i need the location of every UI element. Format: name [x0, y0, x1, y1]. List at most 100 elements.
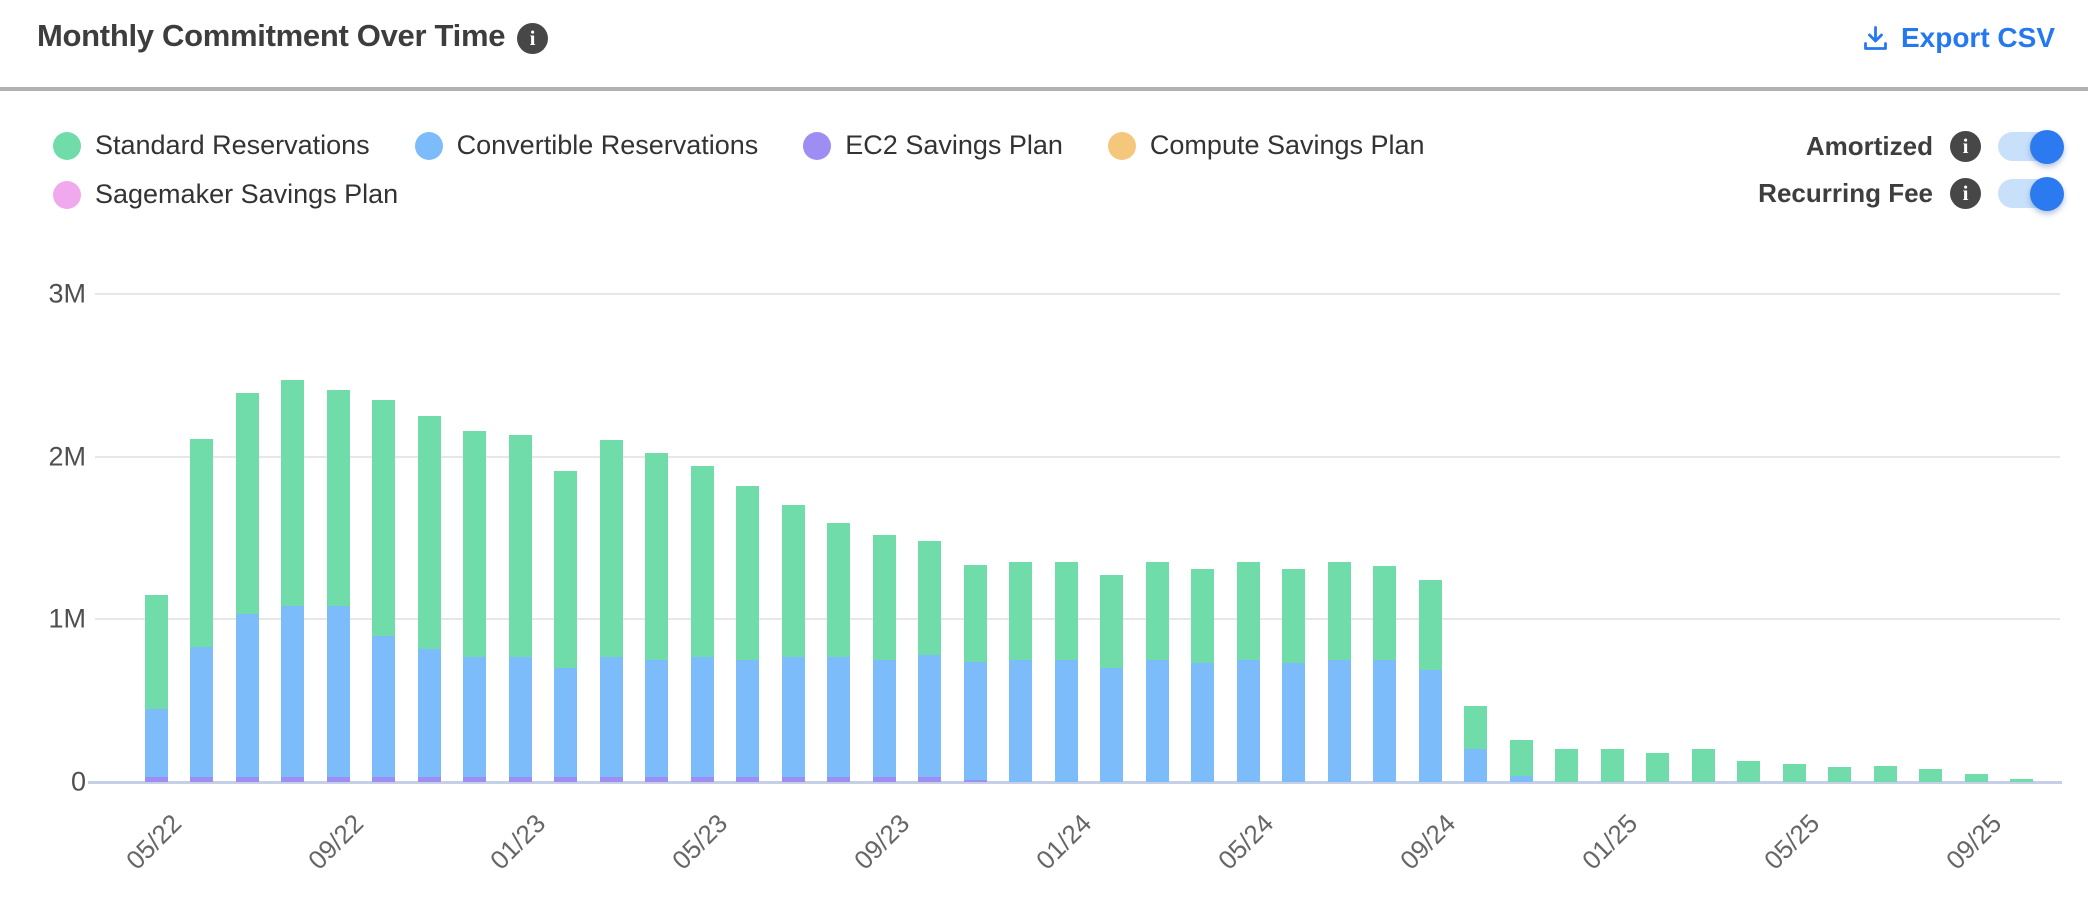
bar-segment[interactable] — [235, 777, 259, 782]
bar-segment[interactable] — [190, 777, 213, 782]
bar-segment[interactable] — [1464, 705, 1487, 750]
bar-segment[interactable] — [1145, 562, 1169, 660]
bar-segment[interactable] — [1509, 775, 1533, 782]
bar-segment[interactable] — [554, 777, 577, 782]
bar-segment[interactable] — [599, 777, 623, 782]
bar-segment[interactable] — [963, 779, 987, 782]
bar-segment[interactable] — [417, 777, 441, 782]
bar-segment[interactable] — [781, 656, 805, 778]
bar-segment[interactable] — [1418, 669, 1442, 782]
bar-segment[interactable] — [326, 777, 350, 782]
bar-segment[interactable] — [872, 777, 896, 782]
info-icon[interactable]: i — [1950, 178, 1981, 209]
bar-segment[interactable] — [1646, 752, 1669, 782]
bar-segment[interactable] — [1418, 580, 1442, 670]
bar-segment[interactable] — [144, 594, 168, 709]
bar-segment[interactable] — [827, 777, 850, 782]
bar-segment[interactable] — [417, 415, 441, 649]
bar-segment[interactable] — [554, 471, 577, 669]
legend-item[interactable]: EC2 Savings Plan — [803, 130, 1063, 161]
export-csv-button[interactable]: Export CSV — [1860, 22, 2055, 54]
bar-segment[interactable] — [736, 659, 759, 778]
bar-segment[interactable] — [918, 777, 941, 782]
bar-segment[interactable] — [918, 655, 941, 778]
bar-segment[interactable] — [1373, 659, 1396, 782]
bar-segment[interactable] — [1009, 659, 1032, 782]
bar-segment[interactable] — [281, 380, 304, 607]
bar-segment[interactable] — [1236, 659, 1260, 782]
bar-segment[interactable] — [1464, 749, 1487, 782]
bar-segment[interactable] — [463, 656, 486, 778]
bar-segment[interactable] — [1191, 663, 1214, 782]
bar-segment[interactable] — [235, 614, 259, 778]
bar-segment[interactable] — [1373, 565, 1396, 660]
bar-segment[interactable] — [690, 777, 714, 782]
bar-segment[interactable] — [599, 656, 623, 778]
bar-segment[interactable] — [190, 438, 213, 647]
bar-segment[interactable] — [1828, 767, 1851, 782]
bar-segment[interactable] — [1964, 773, 1988, 782]
bar-segment[interactable] — [554, 668, 577, 778]
legend-item[interactable]: Convertible Reservations — [414, 130, 758, 161]
bar-segment[interactable] — [1327, 659, 1351, 782]
bar-segment[interactable] — [1782, 764, 1806, 782]
bar-segment[interactable] — [463, 430, 486, 657]
bar-segment[interactable] — [372, 399, 395, 636]
bar-segment[interactable] — [645, 453, 668, 660]
bar-segment[interactable] — [2010, 778, 2033, 782]
bar-segment[interactable] — [508, 656, 532, 778]
bar-segment[interactable] — [1009, 562, 1032, 660]
bar-segment[interactable] — [508, 435, 532, 657]
bar-segment[interactable] — [599, 440, 623, 657]
bar-segment[interactable] — [1919, 768, 1942, 782]
bar-segment[interactable] — [1873, 765, 1897, 782]
info-icon[interactable]: i — [517, 23, 548, 54]
bar-segment[interactable] — [1282, 568, 1305, 664]
bar-segment[interactable] — [781, 505, 805, 657]
bar-segment[interactable] — [372, 635, 395, 778]
bar-segment[interactable] — [1509, 739, 1533, 776]
bar-segment[interactable] — [963, 662, 987, 780]
bar-segment[interactable] — [326, 606, 350, 778]
bar-segment[interactable] — [235, 393, 259, 615]
bar-segment[interactable] — [963, 564, 987, 663]
bar-segment[interactable] — [781, 777, 805, 782]
bar-segment[interactable] — [417, 648, 441, 778]
bar-segment[interactable] — [690, 466, 714, 657]
toggle-switch[interactable] — [1998, 130, 2064, 164]
bar-segment[interactable] — [827, 523, 850, 657]
bar-segment[interactable] — [1236, 562, 1260, 660]
bar-segment[interactable] — [872, 659, 896, 778]
bar-segment[interactable] — [1327, 562, 1351, 660]
bar-segment[interactable] — [281, 777, 304, 782]
bar-segment[interactable] — [736, 485, 759, 660]
bar-segment[interactable] — [190, 646, 213, 778]
bar-segment[interactable] — [372, 777, 395, 782]
bar-segment[interactable] — [736, 777, 759, 782]
bar-segment[interactable] — [1191, 568, 1214, 664]
bar-segment[interactable] — [645, 659, 668, 778]
legend-item[interactable]: Standard Reservations — [53, 130, 370, 161]
bar-segment[interactable] — [281, 606, 304, 778]
bar-segment[interactable] — [326, 389, 350, 607]
info-icon[interactable]: i — [1950, 131, 1981, 162]
legend-item[interactable]: Sagemaker Savings Plan — [53, 179, 398, 210]
bar-segment[interactable] — [144, 708, 168, 778]
bar-segment[interactable] — [1054, 659, 1078, 782]
bar-segment[interactable] — [1282, 663, 1305, 782]
bar-segment[interactable] — [463, 777, 486, 782]
bar-segment[interactable] — [1555, 749, 1578, 782]
bar-segment[interactable] — [1737, 760, 1760, 782]
bar-segment[interactable] — [918, 541, 941, 656]
toggle-switch[interactable] — [1998, 177, 2064, 211]
bar-segment[interactable] — [144, 777, 168, 782]
bar-segment[interactable] — [1145, 659, 1169, 782]
bar-segment[interactable] — [1100, 668, 1123, 782]
bar-segment[interactable] — [1600, 749, 1624, 782]
bar-segment[interactable] — [1691, 749, 1715, 782]
bar-segment[interactable] — [872, 534, 896, 660]
legend-item[interactable]: Compute Savings Plan — [1107, 130, 1425, 161]
bar-segment[interactable] — [827, 656, 850, 778]
bar-segment[interactable] — [1054, 562, 1078, 660]
bar-segment[interactable] — [690, 656, 714, 778]
